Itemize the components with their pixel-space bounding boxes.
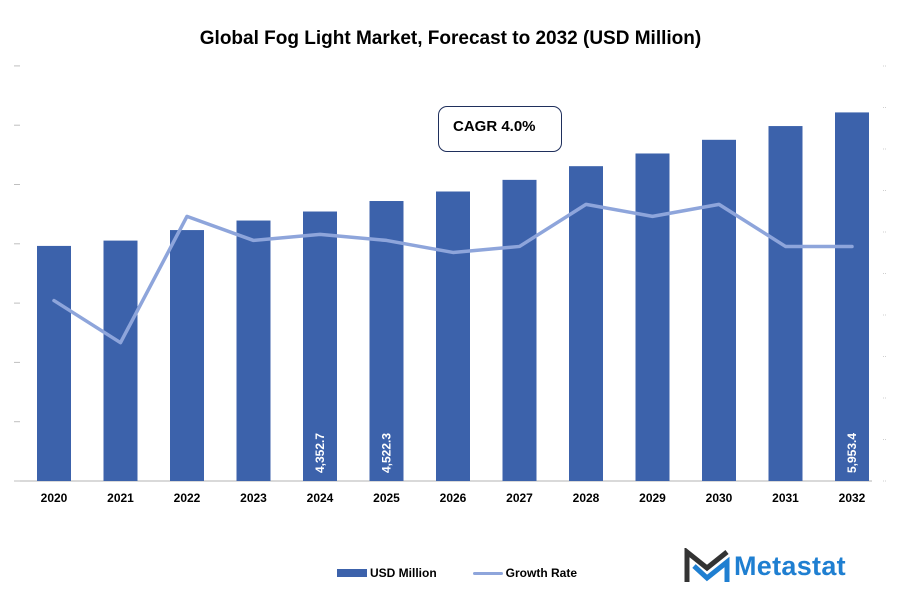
x-tick-label: 2022 [174, 491, 201, 505]
x-tick-label: 2029 [639, 491, 666, 505]
metastat-m-icon [684, 548, 730, 582]
bar-2021[interactable] [103, 240, 138, 481]
bar-2027[interactable] [502, 179, 537, 481]
x-tick-label: 2023 [240, 491, 267, 505]
cagr-annotation: CAGR 4.0% [438, 106, 562, 152]
bar-2030[interactable] [702, 139, 736, 481]
bars-group [37, 112, 869, 482]
brand-name: Metastat [734, 550, 846, 581]
bar-2031[interactable] [768, 126, 803, 482]
x-tick-label: 2021 [107, 491, 134, 505]
x-tick-label: 2027 [506, 491, 533, 505]
data-label-2032: 5,953.4 [845, 433, 859, 473]
x-tick-label: 2026 [440, 491, 467, 505]
x-tick-label: 2032 [839, 491, 866, 505]
bar-2032[interactable] [835, 112, 869, 482]
bar-2023[interactable] [236, 220, 271, 481]
x-tick-labels-group: 2020 2021 2022 2023 2024 2025 2026 2027 2028 2029… [41, 491, 866, 505]
bar-2029[interactable] [635, 153, 670, 482]
bar-2024[interactable] [303, 211, 337, 481]
bar-2026[interactable] [436, 191, 470, 481]
legend-line-swatch [472, 571, 503, 575]
bar-2025[interactable] [369, 201, 404, 482]
right-axis-ticks [883, 65, 887, 482]
bar-2022[interactable] [170, 230, 204, 481]
legend-item-usd[interactable]: USD Million [337, 566, 437, 580]
x-tick-label: 2030 [706, 491, 733, 505]
left-axis-ticks [14, 65, 20, 482]
x-tick-label: 2020 [41, 491, 68, 505]
chart-title: Global Fog Light Market, Forecast to 203… [199, 28, 702, 49]
metastat-logo: Metastat [684, 548, 846, 584]
legend-item-growth[interactable]: Growth Rate [472, 566, 578, 580]
data-labels-group: 4,352.7 4,522.3 5,953.4 [313, 433, 859, 473]
growth-line-group [52, 202, 854, 345]
x-tick-label: 2028 [573, 491, 600, 505]
bar-2020[interactable] [37, 245, 71, 481]
data-label-2024: 4,352.7 [313, 433, 327, 473]
legend-line-label: Growth Rate [505, 566, 578, 580]
x-tick-label: 2025 [373, 491, 400, 505]
legend-bar-label: USD Million [370, 566, 437, 580]
x-tick-label: 2031 [772, 491, 799, 505]
bar-2028[interactable] [569, 166, 603, 481]
legend: USD Million Growth Rate [337, 566, 613, 580]
legend-bar-swatch [337, 569, 367, 577]
x-tick-label: 2024 [307, 491, 334, 505]
data-label-2025: 4,522.3 [380, 433, 394, 473]
